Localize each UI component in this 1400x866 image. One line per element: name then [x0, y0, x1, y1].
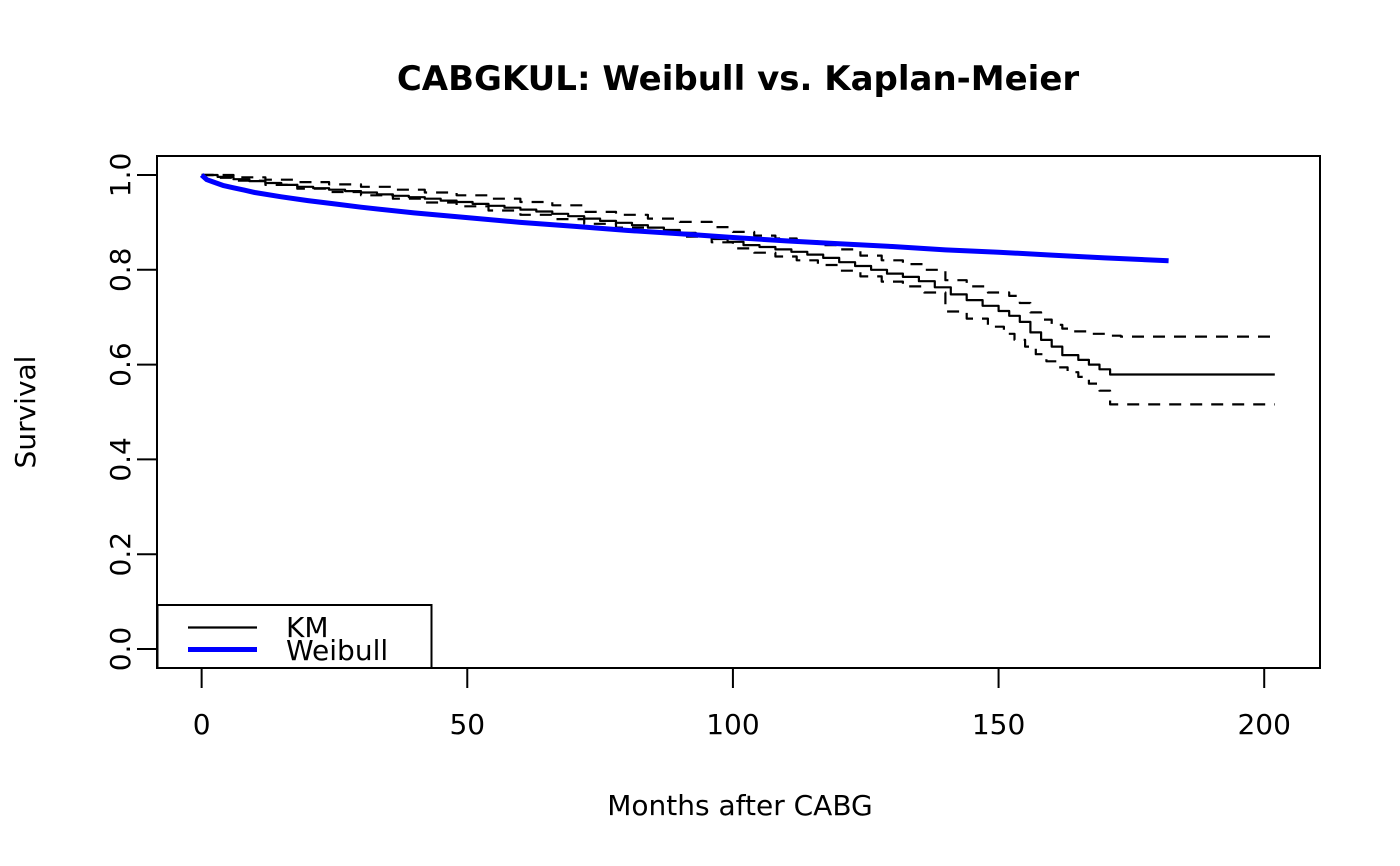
x-tick-label: 100: [706, 708, 759, 741]
plot-series: [202, 175, 1275, 404]
y-tick-label: 0.0: [104, 627, 137, 672]
x-tick-label: 150: [972, 708, 1025, 741]
y-axis-title: Survival: [9, 356, 42, 469]
x-axis-title: Months after CABG: [607, 789, 873, 822]
x-tick-label: 50: [449, 708, 485, 741]
survival-chart: CABGKUL: Weibull vs. Kaplan-Meier Months…: [0, 0, 1400, 866]
series-weibull: [202, 175, 1169, 261]
x-tick-label: 200: [1237, 708, 1290, 741]
y-tick-label: 0.2: [104, 532, 137, 577]
legend-label-weibull: Weibull: [286, 634, 388, 667]
y-tick-label: 1.0: [104, 153, 137, 198]
chart-title: CABGKUL: Weibull vs. Kaplan-Meier: [397, 59, 1080, 99]
legend: KMWeibull: [158, 605, 432, 668]
y-tick-label: 0.6: [104, 342, 137, 387]
x-tick-label: 0: [193, 708, 211, 741]
survival-plot-figure: CABGKUL: Weibull vs. Kaplan-Meier Months…: [0, 0, 1400, 866]
y-tick-label: 0.8: [104, 248, 137, 293]
y-tick-label: 0.4: [104, 437, 137, 482]
series-km-upper-95-ci: [202, 175, 1275, 337]
